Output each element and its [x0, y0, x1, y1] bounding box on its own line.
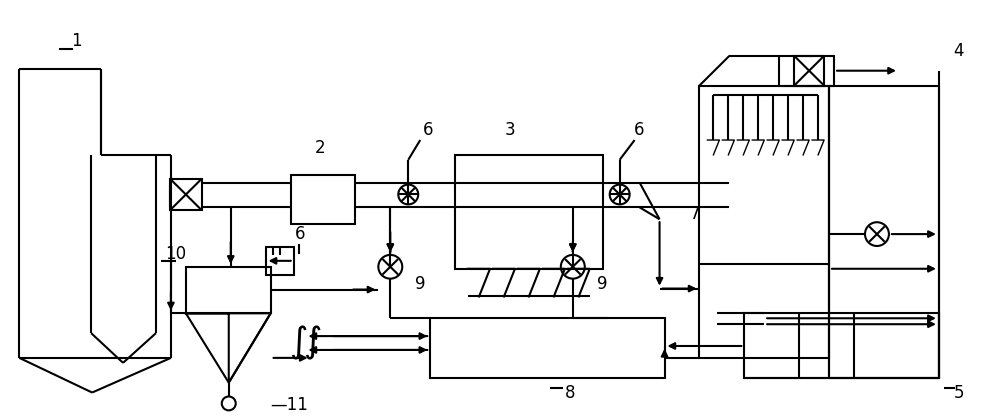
Text: 9: 9 [597, 275, 608, 293]
Bar [170, 178, 202, 210]
Text: 1: 1 [71, 32, 81, 50]
Bar [455, 155, 603, 269]
Bar [794, 56, 824, 86]
Text: 6: 6 [295, 225, 306, 243]
Text: 6: 6 [634, 121, 645, 139]
Text: 10: 10 [165, 245, 186, 263]
Text: 9: 9 [415, 275, 425, 293]
Bar [186, 267, 271, 314]
Text: 4: 4 [953, 42, 964, 60]
Text: 5: 5 [953, 384, 964, 402]
Text: 3: 3 [505, 121, 515, 139]
Bar [291, 175, 355, 224]
Text: $\int\!\int$: $\int\!\int$ [289, 324, 322, 362]
Polygon shape [186, 314, 271, 382]
Bar [744, 314, 939, 378]
Bar [829, 86, 939, 378]
Text: 8: 8 [565, 384, 575, 402]
Text: 2: 2 [315, 139, 326, 157]
Bar [430, 318, 665, 378]
Bar [266, 247, 294, 275]
Text: 7: 7 [689, 205, 700, 223]
Bar [699, 86, 829, 358]
Text: —11: —11 [271, 396, 309, 414]
Bar [779, 56, 834, 86]
Text: 6: 6 [423, 121, 433, 139]
